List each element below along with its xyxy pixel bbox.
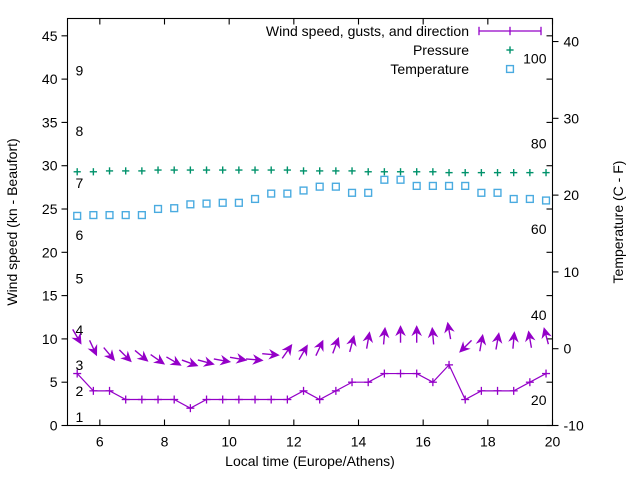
wind-direction-arrow — [362, 331, 373, 349]
legend: Wind speed, gusts, and direction Pressure… — [266, 23, 542, 77]
y-tick-label: 25 — [42, 201, 58, 217]
x-axis-title: Local time (Europe/Athens) — [225, 453, 395, 469]
wind-direction-arrow — [246, 354, 264, 365]
y-tick-label: 10 — [42, 331, 58, 347]
wind-direction-arrow — [491, 332, 503, 350]
wind-direction-arrow — [87, 339, 98, 357]
y-tick-label: 30 — [42, 158, 58, 174]
y2-axis-title: Temperature (C - F) — [610, 161, 626, 284]
x-tick-label: 14 — [351, 434, 367, 450]
y-tick-label: 20 — [42, 244, 58, 260]
axis-titles: Local time (Europe/Athens) Wind speed (kn… — [4, 138, 626, 469]
y2-tick-label: 30 — [564, 110, 580, 126]
y-tick-label: 40 — [42, 71, 58, 87]
y2-tick-label: 10 — [564, 264, 580, 280]
beaufort-label: 9 — [76, 62, 84, 78]
wind-direction-arrow — [346, 334, 357, 353]
fahrenheit-label: 100 — [523, 50, 547, 66]
wind-direction-arrow — [330, 336, 341, 354]
wind-direction-arrow — [297, 344, 308, 361]
wind-direction-arrow — [444, 321, 455, 340]
wind-direction-arrow — [71, 329, 82, 345]
wind-direction-arrow — [181, 357, 199, 368]
beaufort-scale-labels: 1 2 3 4 5 6 7 8 9 — [76, 62, 84, 424]
fahrenheit-label: 80 — [531, 136, 547, 152]
series-pressure — [73, 166, 550, 177]
legend-label-1: Pressure — [413, 42, 469, 58]
beaufort-label: 5 — [76, 270, 84, 286]
y2-tick-label: -10 — [564, 418, 584, 434]
y2-tick-label: 0 — [564, 341, 572, 357]
wind-direction-arrow — [508, 331, 519, 349]
wind-direction-arrow — [525, 330, 536, 348]
fahrenheit-label: 40 — [531, 307, 547, 323]
beaufort-label: 1 — [76, 409, 84, 425]
x-tick-label: 10 — [221, 434, 237, 450]
wind-direction-arrow — [459, 339, 473, 353]
wind-direction-arrow — [229, 353, 248, 364]
wind-direction-arrow — [213, 354, 232, 366]
y-tick-label: 0 — [50, 418, 58, 434]
beaufort-label: 8 — [76, 123, 84, 139]
wind-direction-arrow — [541, 327, 552, 345]
y2-axis-tick-labels: -10 0 10 20 30 40 — [564, 34, 584, 434]
y-tick-label: 15 — [42, 288, 58, 304]
beaufort-label: 7 — [76, 175, 84, 191]
series-temperature — [73, 175, 551, 220]
x-tick-label: 12 — [286, 434, 302, 450]
y2-tick-label: 40 — [564, 34, 580, 50]
fahrenheit-scale-labels: 20 40 60 80 100 — [523, 50, 547, 408]
wind-direction-arrow — [427, 326, 439, 345]
beaufort-label: 4 — [76, 322, 84, 338]
wind-direction-arrow — [197, 356, 215, 367]
wind-direction-arrow — [134, 349, 149, 362]
wind-direction-arrow — [150, 353, 166, 365]
x-tick-label: 16 — [415, 434, 431, 450]
x-tick-label: 6 — [96, 434, 104, 450]
wind-direction-arrow — [166, 355, 182, 366]
fahrenheit-label: 60 — [531, 221, 547, 237]
y-axis-title: Wind speed (kn - Beaufort) — [4, 138, 20, 305]
wind-direction-arrow — [313, 339, 324, 357]
plot-frame — [66, 17, 554, 427]
wind-direction-arrow — [103, 347, 116, 362]
wind-direction-arrow — [411, 325, 422, 343]
wind-direction-arrow — [262, 349, 280, 360]
x-tick-label: 8 — [161, 434, 169, 450]
wind-direction-arrow — [395, 325, 406, 343]
legend-label-0: Wind speed, gusts, and direction — [266, 23, 469, 39]
wind-direction-arrow — [475, 333, 487, 352]
x-tick-label: 20 — [545, 434, 561, 450]
beaufort-label: 6 — [76, 227, 84, 243]
axis-ticks — [61, 18, 559, 427]
y-tick-label: 45 — [42, 28, 58, 44]
x-tick-label: 18 — [480, 434, 496, 450]
series-wind-speed — [73, 360, 551, 413]
y-tick-label: 5 — [50, 374, 58, 390]
beaufort-label: 2 — [76, 383, 84, 399]
wind-direction-arrow — [378, 326, 390, 345]
legend-label-2: Temperature — [390, 61, 469, 77]
x-axis-tick-labels: 6 8 10 12 14 16 18 20 — [96, 434, 561, 450]
y-axis-tick-labels: 0 5 10 15 20 25 30 35 40 45 — [42, 28, 58, 434]
wind-direction-arrow — [281, 343, 293, 359]
y-tick-label: 35 — [42, 114, 58, 130]
fahrenheit-label: 20 — [531, 392, 547, 408]
wind-direction-arrow — [118, 349, 132, 363]
beaufort-label: 3 — [76, 357, 84, 373]
y2-tick-label: 20 — [564, 187, 580, 203]
series-wind-direction-arrows — [71, 321, 552, 368]
